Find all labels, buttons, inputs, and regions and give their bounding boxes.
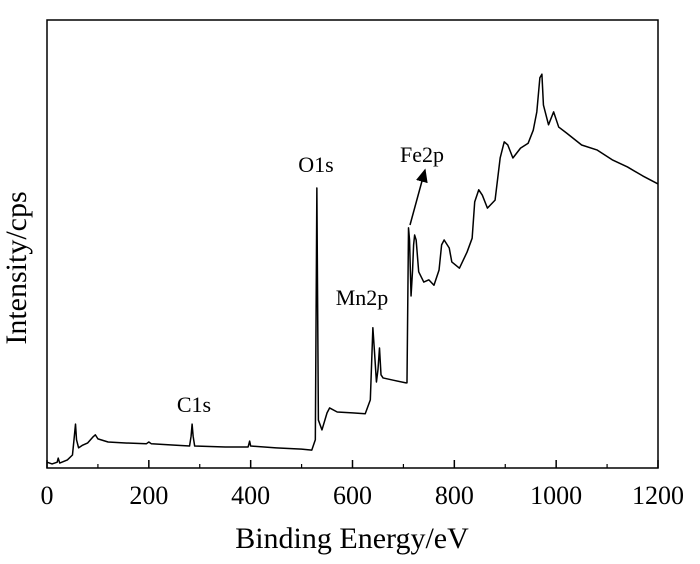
x-tick-label: 800 [435, 481, 474, 510]
arrow [409, 168, 428, 226]
annotation: C1s [177, 392, 211, 417]
plot-frame [46, 19, 659, 469]
spectrum-line [46, 73, 659, 465]
y-axis-title: Intensity/cps [0, 191, 33, 344]
x-axis-title: Binding Energy/eV [235, 522, 469, 555]
annotation: Fe2p [400, 142, 444, 167]
x-tick-label: 0 [41, 481, 54, 510]
x-tick-label: 200 [129, 481, 168, 510]
annotation: O1s [298, 152, 333, 177]
x-tick-label: 400 [231, 481, 270, 510]
x-tick-label: 1000 [530, 481, 582, 510]
x-tick-label: 600 [333, 481, 372, 510]
x-tick-label: 1200 [632, 481, 684, 510]
annotation: Mn2p [336, 285, 389, 310]
